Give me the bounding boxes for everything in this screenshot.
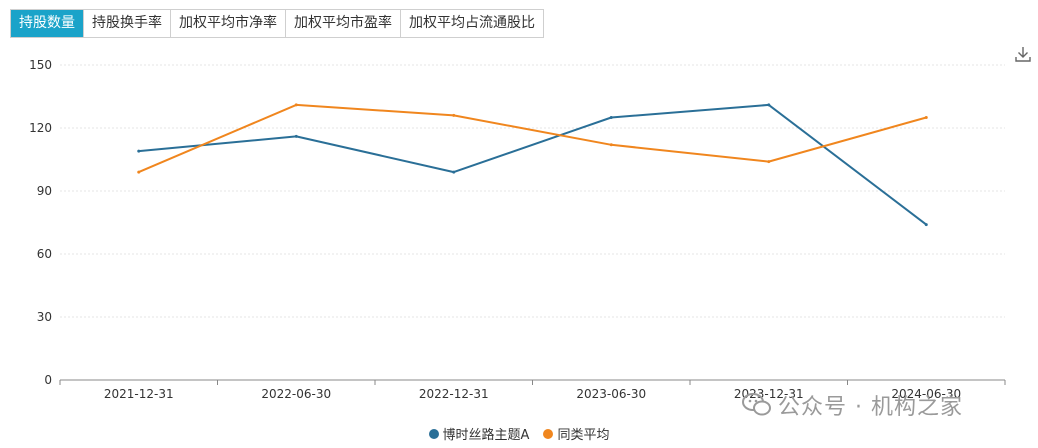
x-tick-label: 2021-12-31 bbox=[104, 387, 174, 401]
watermark-text: 公众号 · 机构之家 bbox=[778, 395, 963, 420]
data-point bbox=[452, 113, 456, 117]
y-tick-label: 60 bbox=[37, 247, 52, 261]
y-tick-label: 30 bbox=[37, 310, 52, 324]
series-line-b bbox=[138, 103, 927, 174]
y-tick-label: 0 bbox=[44, 373, 52, 387]
series-lines bbox=[137, 103, 928, 227]
data-point bbox=[609, 116, 613, 119]
legend-item-series-b[interactable]: 同类平均 bbox=[543, 424, 609, 443]
x-tick-label: 2024-06-30 bbox=[891, 387, 961, 401]
wechat-icon bbox=[742, 393, 771, 416]
data-point bbox=[609, 143, 613, 147]
data-point bbox=[452, 170, 456, 174]
tab-holding-turnover[interactable]: 持股换手率 bbox=[84, 10, 171, 37]
data-point bbox=[924, 223, 928, 227]
legend-dot-series-b bbox=[543, 428, 554, 439]
data-point bbox=[767, 103, 771, 107]
x-tick-label: 2022-06-30 bbox=[261, 387, 331, 401]
y-tick-label: 90 bbox=[37, 184, 52, 198]
series-line-a bbox=[138, 103, 927, 226]
data-point bbox=[137, 149, 141, 153]
y-tick-label: 150 bbox=[29, 58, 52, 72]
legend-item-series-a[interactable]: 博时丝路主题A bbox=[428, 424, 530, 443]
watermark: 公众号 · 机构之家 bbox=[742, 389, 963, 421]
grid-lines bbox=[60, 64, 1005, 318]
y-axis: 150 120 90 60 30 0 bbox=[29, 58, 52, 387]
download-icon[interactable] bbox=[1013, 44, 1033, 64]
legend-label-series-a: 博时丝路主题A bbox=[442, 428, 530, 443]
x-tick-label: 2023-12-31 bbox=[734, 387, 804, 401]
tab-weighted-pb[interactable]: 加权平均市净率 bbox=[171, 10, 286, 37]
tab-holding-quantity[interactable]: 持股数量 bbox=[11, 10, 84, 37]
x-tick-label: 2023-06-30 bbox=[576, 387, 646, 401]
data-point bbox=[924, 116, 928, 119]
legend-dot-series-a bbox=[428, 428, 439, 439]
legend-label-series-b: 同类平均 bbox=[557, 428, 610, 443]
tab-weighted-float-ratio[interactable]: 加权平均占流通股比 bbox=[401, 10, 543, 37]
y-tick-label: 120 bbox=[29, 121, 52, 135]
tab-weighted-pe[interactable]: 加权平均市盈率 bbox=[286, 10, 401, 37]
data-point bbox=[294, 103, 298, 107]
x-tick-label: 2022-12-31 bbox=[419, 387, 489, 401]
legend: 博时丝路主题A 同类平均 bbox=[0, 424, 1038, 443]
data-point bbox=[137, 170, 141, 174]
tab-bar: 持股数量 持股换手率 加权平均市净率 加权平均市盈率 加权平均占流通股比 bbox=[10, 9, 544, 38]
data-point bbox=[294, 134, 298, 138]
data-point bbox=[767, 160, 771, 164]
x-axis: 2021-12-31 2022-06-30 2022-12-31 2023-06-30… bbox=[59, 379, 1006, 401]
